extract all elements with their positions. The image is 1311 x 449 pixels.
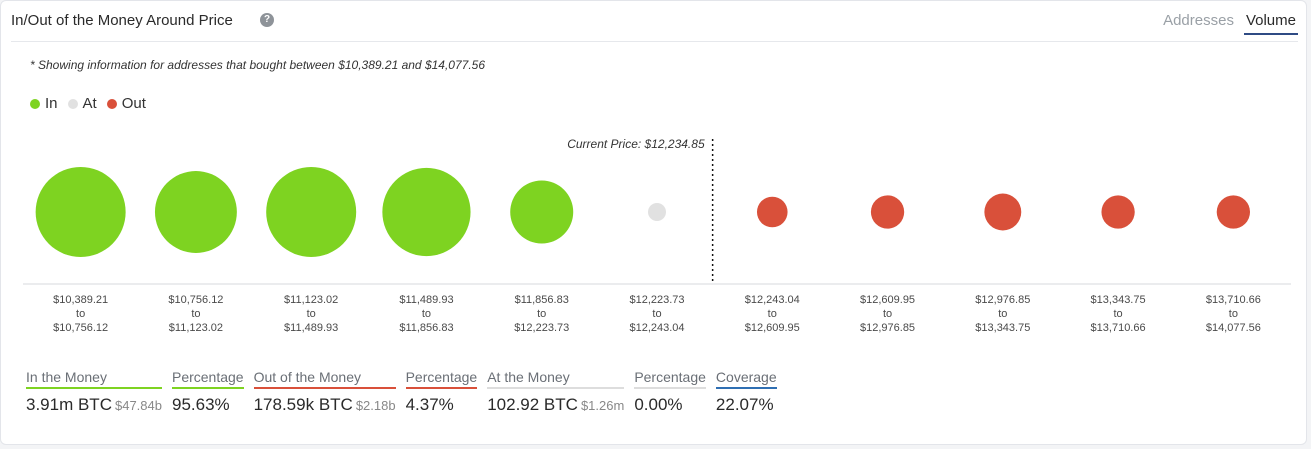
stat-value: 3.91m BTC $47.84b (26, 395, 162, 414)
range-connector: to (998, 308, 1007, 320)
range-from-label: $10,756.12 (168, 294, 223, 306)
range-to-label: $13,710.66 (1091, 322, 1146, 334)
bubble-out[interactable] (870, 195, 905, 229)
range-connector: to (883, 308, 892, 320)
range-to-label: $11,856.83 (399, 322, 453, 334)
bubble-out[interactable] (1216, 195, 1251, 229)
range-to-label: $12,223.73 (514, 322, 569, 334)
range-from-label: $11,856.83 (515, 294, 569, 306)
range-connector: to (307, 308, 316, 320)
range-to-label: $14,077.56 (1206, 322, 1261, 334)
range-note: * Showing information for addresses that… (30, 58, 485, 72)
range-connector: to (422, 308, 431, 320)
range-connector: to (76, 308, 85, 320)
legend-dot-at (67, 98, 78, 109)
tab-volume[interactable]: Volume (1243, 12, 1298, 35)
legend-label-at: At (82, 95, 97, 112)
legend: In At Out (30, 95, 156, 112)
legend-item-in[interactable]: In (30, 95, 58, 112)
header-divider (11, 41, 1298, 42)
range-to-label: $11,123.02 (169, 322, 223, 334)
stat-value: 0.00% (634, 395, 683, 414)
stat-in-the-money: In the Money 3.91m BTC $47.84b (26, 369, 162, 415)
legend-item-out[interactable]: Out (106, 95, 146, 112)
range-from-label: $12,976.85 (975, 294, 1030, 306)
bubble-out[interactable] (1101, 195, 1135, 229)
stat-value: 95.63% (171, 395, 230, 414)
range-to-label: $12,609.95 (745, 322, 800, 334)
current-price-label: Current Price: $12,234.85 (567, 137, 705, 151)
range-from-label: $13,343.75 (1091, 294, 1146, 306)
range-connector: to (1113, 308, 1122, 320)
range-connector: to (768, 308, 777, 320)
stat-out-percentage: Percentage 4.37% (405, 369, 478, 415)
help-icon[interactable]: ? (260, 13, 274, 27)
tab-addresses[interactable]: Addresses (1163, 12, 1234, 29)
stat-at-the-money: At the Money 102.92 BTC $1.26m (487, 369, 625, 415)
range-from-label: $11,123.02 (284, 294, 338, 306)
stats-row: In the Money 3.91m BTC $47.84b Percentage… (26, 369, 787, 415)
view-tabs: Addresses Volume (1153, 12, 1298, 35)
legend-label-in: In (45, 95, 58, 112)
bubble-in[interactable] (510, 180, 574, 244)
bubble-at[interactable] (648, 203, 666, 221)
stat-value: 4.37% (405, 395, 454, 414)
stat-value: 22.07% (715, 395, 774, 414)
range-to-label: $13,343.75 (975, 322, 1030, 334)
range-from-label: $12,223.73 (629, 294, 684, 306)
range-connector: to (652, 308, 661, 320)
stat-label: In the Money (26, 369, 162, 389)
legend-item-at[interactable]: At (67, 95, 97, 112)
range-from-label: $13,710.66 (1206, 294, 1261, 306)
stat-label: Percentage (171, 369, 244, 389)
range-from-label: $11,489.93 (399, 294, 453, 306)
bubble-in[interactable] (35, 167, 126, 257)
range-connector: to (537, 308, 546, 320)
range-to-label: $12,243.04 (629, 322, 684, 334)
stat-label: Percentage (405, 369, 478, 389)
range-connector: to (1229, 308, 1238, 320)
legend-dot-in (30, 98, 40, 109)
stat-coverage: Coverage 22.07% (715, 369, 777, 415)
range-from-label: $12,609.95 (860, 294, 915, 306)
range-to-label: $12,976.85 (860, 322, 915, 334)
stat-value: 102.92 BTC $1.26m (487, 395, 625, 414)
range-connector: to (191, 308, 200, 320)
bubble-in[interactable] (382, 167, 471, 257)
stat-label: Percentage (634, 369, 706, 389)
bubble-in[interactable] (154, 171, 237, 253)
range-from-label: $12,243.04 (745, 294, 800, 306)
stat-in-percentage: Percentage 95.63% (171, 369, 244, 415)
stat-label: Coverage (715, 369, 777, 389)
legend-dot-out (106, 98, 117, 109)
bubble-in[interactable] (266, 167, 357, 257)
stat-label: Out of the Money (253, 369, 396, 389)
stat-out-of-the-money: Out of the Money 178.59k BTC $2.18b (253, 369, 396, 415)
range-to-label: $11,489.93 (284, 322, 338, 334)
range-from-label: $10,389.21 (53, 294, 108, 306)
stat-at-percentage: Percentage 0.00% (634, 369, 706, 415)
bubble-out[interactable] (984, 193, 1022, 231)
stat-label: At the Money (487, 369, 625, 389)
stat-value: 178.59k BTC $2.18b (253, 395, 396, 414)
bubble-out[interactable] (756, 196, 788, 228)
range-to-label: $10,756.12 (53, 322, 108, 334)
bubble-chart: $10,389.21 to $10,756.12 $10,756.12 to $11,12… (23, 137, 1291, 334)
card-title: In/Out of the Money Around Price (11, 12, 233, 29)
legend-label-out: Out (121, 95, 146, 112)
